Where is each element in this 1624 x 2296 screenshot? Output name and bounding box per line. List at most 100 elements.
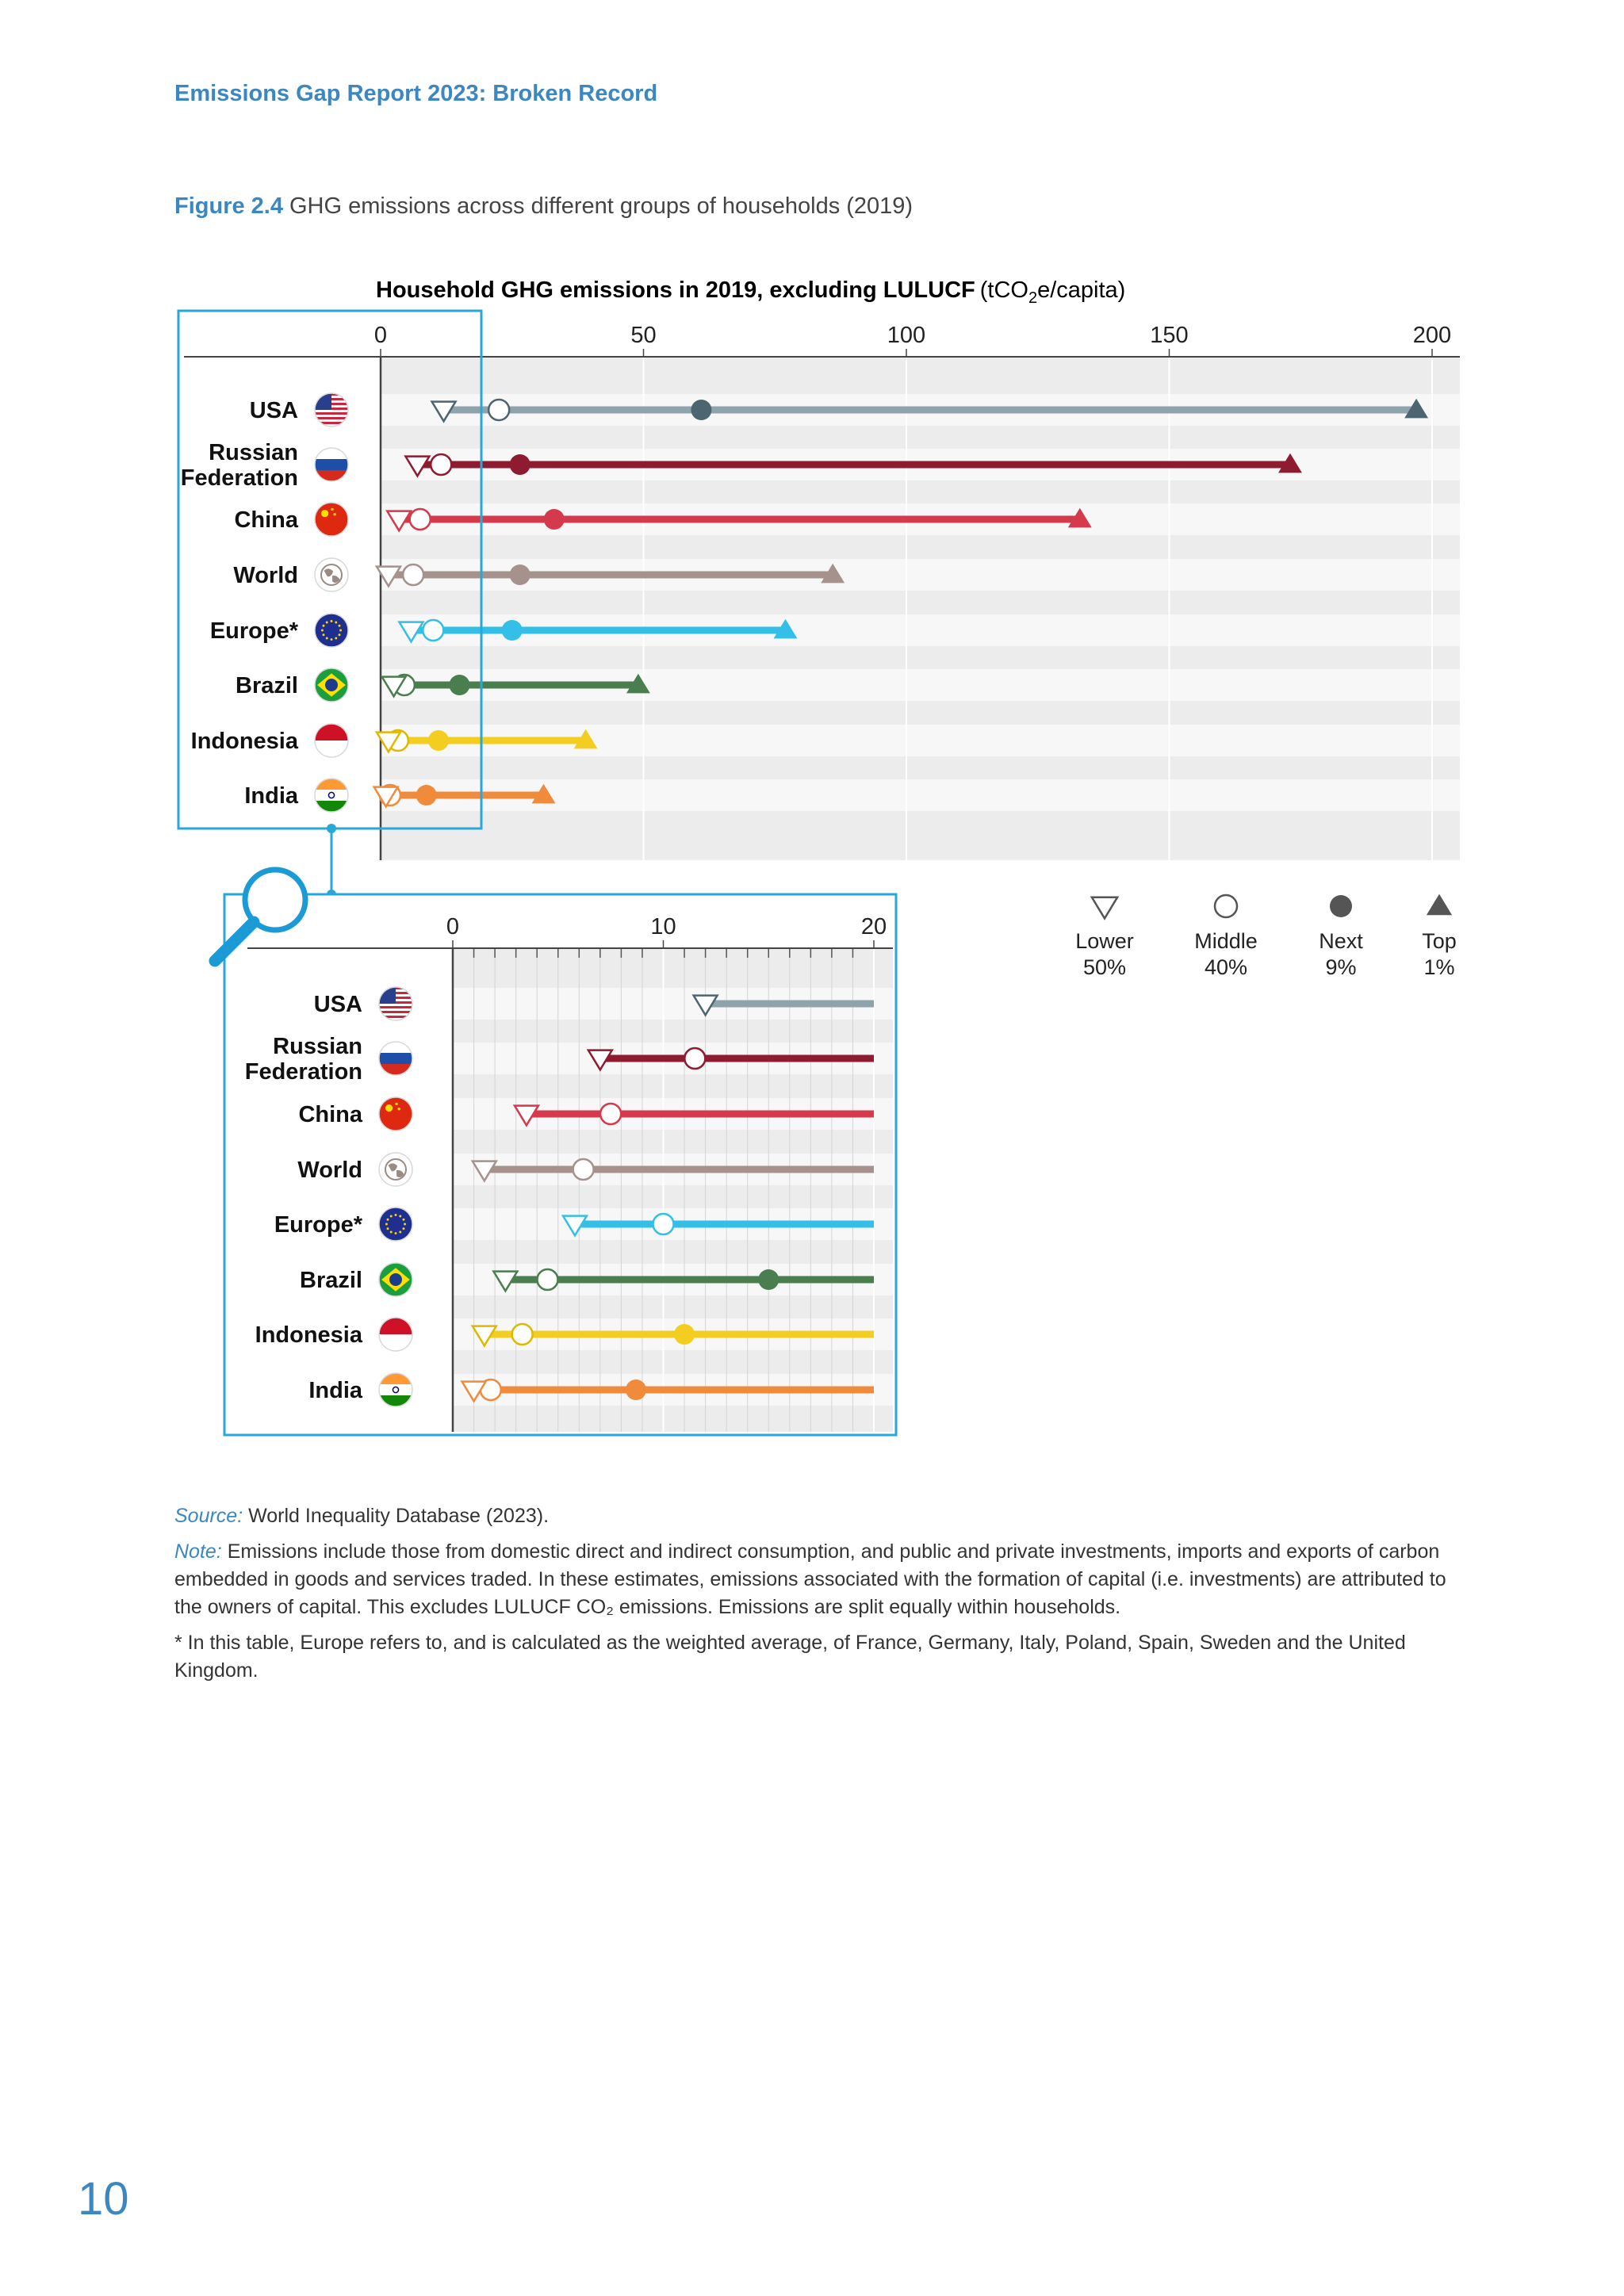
next-9pct-marker xyxy=(674,1324,695,1345)
top-1pct-marker xyxy=(1404,398,1429,419)
lower-50pct-marker xyxy=(374,565,403,588)
notes: Source: World Inequality Database (2023)… xyxy=(174,1502,1467,1693)
next-9pct-marker xyxy=(509,564,530,585)
indonesia-flag-icon xyxy=(314,723,349,758)
lower-legend-marker xyxy=(1090,896,1120,920)
lower-50pct-marker xyxy=(512,1104,541,1127)
top-1pct-marker xyxy=(773,618,798,639)
series-label: USA xyxy=(250,398,298,423)
tick-label: 0 xyxy=(446,914,459,939)
series-row: Brazil xyxy=(300,1262,874,1297)
note-label: Note: xyxy=(174,1540,222,1563)
lower-50pct-marker xyxy=(385,510,413,533)
magnifier-icon xyxy=(209,867,308,967)
middle-40pct-marker xyxy=(511,1322,534,1346)
legend-label: Next xyxy=(1319,929,1363,953)
next-legend-marker xyxy=(1330,895,1352,917)
next-9pct-marker xyxy=(416,785,437,806)
legend-label: Top xyxy=(1422,929,1457,953)
eu-flag-icon xyxy=(314,613,349,648)
chart-title-unit-sub: 2 xyxy=(1028,289,1037,307)
lower-50pct-marker xyxy=(404,455,431,478)
note-text: Emissions include those from domestic di… xyxy=(174,1540,1446,1618)
note-line: Note: Emissions include those from domes… xyxy=(174,1538,1467,1621)
china-flag-icon xyxy=(378,1096,413,1131)
series-label: Federation xyxy=(245,1059,362,1085)
series-label: Federation xyxy=(181,465,298,491)
middle-40pct-marker xyxy=(536,1268,559,1292)
series-row: World xyxy=(297,1152,874,1187)
middle-40pct-marker xyxy=(684,1047,707,1070)
tick-label: 200 xyxy=(1413,323,1451,348)
legend-share: 9% xyxy=(1325,955,1356,979)
middle-40pct-marker xyxy=(429,453,453,476)
legend-share: 40% xyxy=(1205,955,1247,979)
series-label: Brazil xyxy=(236,673,298,698)
series-label: Russian xyxy=(273,1034,362,1059)
world-globe-icon xyxy=(314,557,349,592)
legend-share: 1% xyxy=(1423,955,1454,979)
series-label: Russian xyxy=(209,440,298,465)
series-row: India xyxy=(244,778,556,813)
series-row: India xyxy=(308,1372,874,1407)
tick-label: 10 xyxy=(650,914,676,939)
top-1pct-marker xyxy=(531,783,556,804)
source-line: Source: World Inequality Database (2023)… xyxy=(174,1502,1467,1530)
emissions-chart: Household GHG emissions in 2019, excludi… xyxy=(177,277,1460,1437)
russia-flag-icon xyxy=(314,447,349,482)
top-1pct-marker xyxy=(821,563,845,584)
middle-40pct-marker xyxy=(599,1102,622,1126)
series-label: Europe* xyxy=(274,1212,363,1238)
tick-label: 0 xyxy=(374,323,387,348)
lower-50pct-marker xyxy=(470,1325,498,1348)
top-1pct-marker xyxy=(1278,453,1302,473)
top-1pct-marker xyxy=(626,673,650,694)
series-row: Brazil xyxy=(236,668,650,702)
series-row: Europe* xyxy=(274,1207,874,1242)
chart-title-unit: (tCO xyxy=(980,277,1028,303)
series-row: Europe* xyxy=(210,613,798,648)
series-label: Indonesia xyxy=(191,729,299,754)
middle-40pct-marker xyxy=(487,398,511,422)
indonesia-flag-icon xyxy=(378,1317,413,1352)
middle-40pct-marker xyxy=(652,1212,675,1236)
top-1pct-marker xyxy=(573,729,598,749)
lower-50pct-marker xyxy=(372,786,400,809)
lower-50pct-marker xyxy=(586,1049,615,1072)
legend-label: Middle xyxy=(1194,929,1258,953)
chart-title-bold: Household GHG emissions in 2019, excludi… xyxy=(376,277,975,303)
lower-50pct-marker xyxy=(460,1380,488,1403)
lower-50pct-marker xyxy=(561,1215,589,1238)
lower-50pct-marker xyxy=(430,400,458,423)
legend-share: 50% xyxy=(1083,955,1126,979)
tick-label: 50 xyxy=(630,323,656,348)
india-flag-icon xyxy=(314,778,349,813)
china-flag-icon xyxy=(314,502,349,537)
next-9pct-marker xyxy=(449,675,470,695)
figure-number: Figure 2.4 xyxy=(174,193,283,219)
eu-flag-icon xyxy=(378,1207,413,1242)
series-row: China xyxy=(234,502,1092,537)
series-label: Indonesia xyxy=(255,1322,363,1348)
series-label: World xyxy=(233,563,298,588)
series-row: USA xyxy=(250,392,1429,427)
series-label: World xyxy=(297,1158,362,1183)
brazil-flag-icon xyxy=(314,668,349,702)
row-band xyxy=(381,779,1460,811)
usa-flag-icon xyxy=(378,986,413,1021)
russia-flag-icon xyxy=(378,1041,413,1076)
series-label: China xyxy=(298,1102,362,1127)
lower-50pct-marker xyxy=(470,1160,498,1183)
series-label: China xyxy=(234,507,298,533)
middle-40pct-marker xyxy=(572,1158,595,1181)
series-row: Indonesia xyxy=(255,1317,874,1352)
lower-50pct-marker xyxy=(492,1270,519,1293)
